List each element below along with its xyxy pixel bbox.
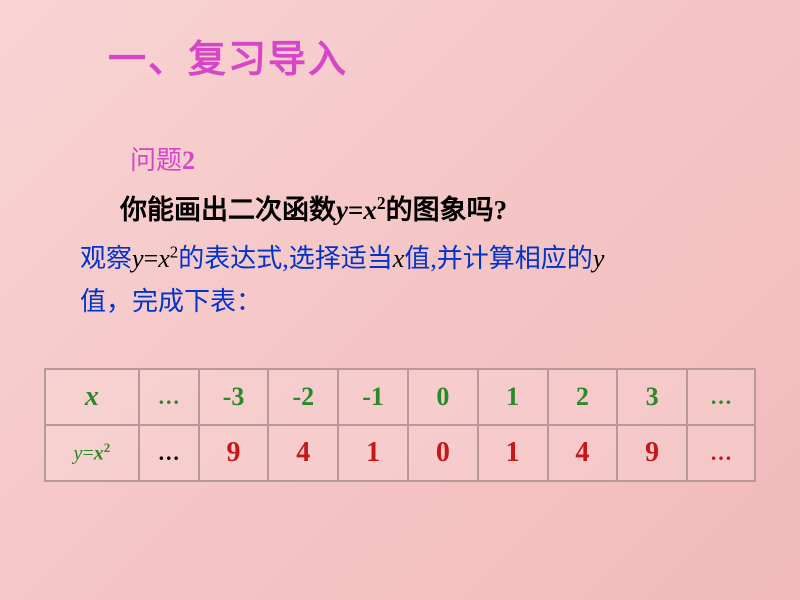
- var-x2: x: [158, 244, 170, 273]
- sq-exp: 2: [377, 193, 386, 213]
- y-val: 9: [617, 425, 687, 481]
- header-y: y=x2: [45, 425, 139, 481]
- observation-line: 观察y=x2的表达式,选择适当x值,并计算相应的y值，完成下表：: [80, 238, 760, 324]
- x-val: 3: [617, 369, 687, 425]
- header-x: x: [45, 369, 139, 425]
- obs-prefix: 观察: [80, 244, 132, 273]
- q-mark: ?: [494, 195, 508, 225]
- var-y: y: [336, 195, 348, 225]
- y-val: 1: [478, 425, 548, 481]
- var-y2: y: [132, 244, 144, 273]
- dots-right-y: …: [687, 425, 755, 481]
- obs-mid1: 的表达式,选择适当: [178, 244, 393, 273]
- var-x: x: [363, 195, 377, 225]
- x-val: -3: [199, 369, 269, 425]
- x-val: 0: [408, 369, 478, 425]
- problem-number: 2: [182, 146, 195, 175]
- var-x3: x: [393, 244, 405, 273]
- obs-tail: 值，完成下表：: [80, 287, 262, 316]
- xy-table: x … -3 -2 -1 0 1 2 3 … y=x2 … 9 4 1 0 1 …: [44, 368, 756, 482]
- dots-left-x: …: [139, 369, 199, 425]
- eq-sign: =: [348, 195, 363, 225]
- problem-prefix: 问题: [130, 146, 182, 175]
- x-val: -2: [268, 369, 338, 425]
- sq2: 2: [170, 242, 178, 261]
- x-val: 1: [478, 369, 548, 425]
- y-val: 1: [338, 425, 408, 481]
- y-val: 4: [548, 425, 618, 481]
- hy-eq: =: [82, 443, 93, 465]
- table-row: x … -3 -2 -1 0 1 2 3 …: [45, 369, 755, 425]
- value-table: x … -3 -2 -1 0 1 2 3 … y=x2 … 9 4 1 0 1 …: [44, 368, 756, 482]
- hy-sq: 2: [104, 440, 111, 455]
- y-val: 4: [268, 425, 338, 481]
- section-title: 一、复习导入: [108, 28, 348, 83]
- x-val: 2: [548, 369, 618, 425]
- q-mid: 的图象吗: [386, 195, 494, 225]
- y-val: 9: [199, 425, 269, 481]
- var-y3: y: [593, 244, 605, 273]
- question-line: 你能画出二次函数y=x2的图象吗?: [120, 188, 507, 227]
- dots-left-y: …: [139, 425, 199, 481]
- q-prefix: 你能画出二次函数: [120, 195, 336, 225]
- obs-mid2: 值,并计算相应的: [404, 244, 593, 273]
- dots-right-x: …: [687, 369, 755, 425]
- problem-label: 问题2: [130, 140, 195, 177]
- table-row: y=x2 … 9 4 1 0 1 4 9 …: [45, 425, 755, 481]
- hy-x: x: [94, 443, 104, 465]
- eq2: =: [144, 244, 159, 273]
- y-val: 0: [408, 425, 478, 481]
- x-val: -1: [338, 369, 408, 425]
